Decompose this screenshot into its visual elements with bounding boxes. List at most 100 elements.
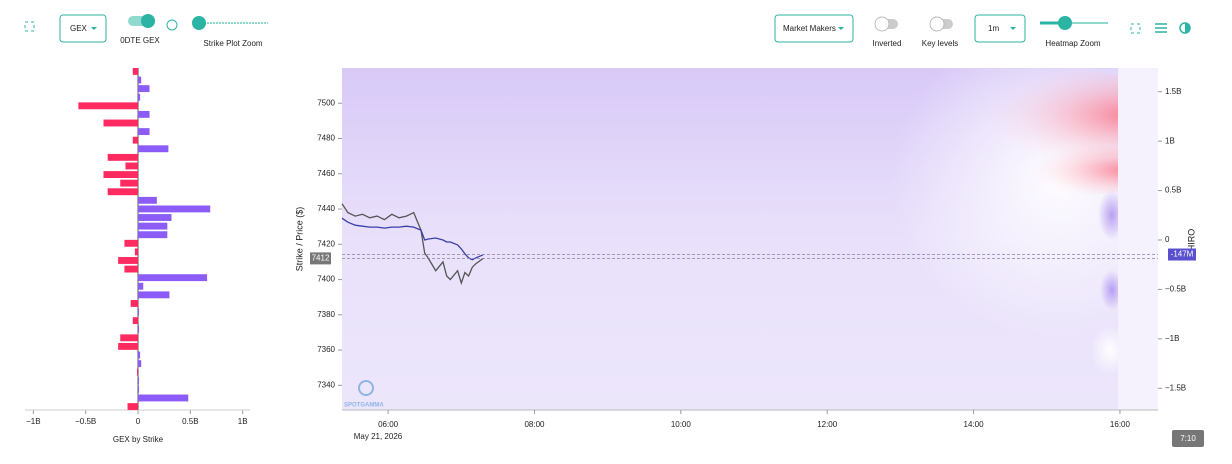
logo-icon [358, 380, 374, 396]
toggle-knob [141, 14, 155, 28]
hiro-label: -147M [1171, 250, 1194, 259]
y2-tick-label: −1.5B [1165, 383, 1186, 392]
toolbar: GEX 0DTE GEX Strike Plot Zoom Market Mak… [24, 14, 1191, 48]
y2-tick-label: 1.5B [1165, 87, 1181, 96]
interval-select-text: 1m [988, 24, 999, 33]
bar [127, 403, 139, 410]
bar [138, 351, 141, 359]
hiro-box [1168, 248, 1196, 261]
bar [132, 136, 139, 144]
gex-select[interactable] [59, 14, 107, 43]
bar [103, 119, 139, 127]
bar [138, 93, 141, 101]
y-tick-label: 7420 [317, 239, 335, 248]
gex-select-text: GEX [70, 24, 88, 33]
x-tick-label: 1B [238, 417, 248, 426]
y-tick-label: 7460 [317, 169, 335, 178]
bar [132, 68, 139, 75]
x-tick-label: −1B [26, 417, 40, 426]
y-tick-label: 7400 [317, 275, 335, 284]
y2-axis-title: HIRO [1186, 229, 1196, 252]
clock: 7:10 [1180, 434, 1196, 443]
heatmap-panel: Strike / Price ($) HIRO May 21, 2026 SPO… [294, 87, 1196, 441]
clock-box [1172, 430, 1204, 447]
y-tick-label: 7380 [317, 310, 335, 319]
bar [138, 222, 168, 230]
bar [138, 196, 157, 204]
bar [118, 257, 139, 264]
slider-knob[interactable] [192, 16, 206, 30]
bar [138, 360, 142, 368]
x-tick-label: 0 [136, 417, 141, 426]
toggle-knob [929, 16, 945, 32]
bar [138, 76, 142, 84]
bar [120, 334, 139, 342]
mm-select[interactable] [774, 14, 854, 43]
x-tick-label: 08:00 [524, 420, 545, 429]
bar [124, 239, 139, 247]
toggle-knob [874, 16, 890, 32]
bar [78, 102, 139, 110]
x-tick-label: −0.5B [75, 417, 96, 426]
bar [138, 291, 170, 299]
toggle-label: Inverted [873, 39, 902, 48]
y2-tick-label: −1B [1165, 334, 1179, 343]
bar [103, 171, 139, 178]
y2-tick-label: 0 [1165, 235, 1170, 244]
bar [138, 394, 189, 402]
x-tick-label: 14:00 [964, 420, 985, 429]
x-tick-label: 12:00 [817, 420, 838, 429]
bar [138, 385, 140, 393]
x-axis-title: GEX by Strike [113, 435, 164, 444]
bar [138, 205, 211, 213]
bar [138, 85, 150, 93]
y2-tick-label: 1B [1165, 136, 1175, 145]
bar [138, 145, 169, 153]
heatmap-future [1118, 68, 1158, 410]
bar [120, 179, 139, 187]
logo: SPOTGAMMA [344, 403, 384, 409]
heatmap-zone [940, 70, 1158, 160]
bar [138, 274, 208, 282]
dropdown-arrow [838, 27, 844, 30]
dropdown-arrow [91, 27, 97, 30]
expand-icon[interactable] [24, 21, 35, 32]
bar [130, 300, 139, 307]
expand-icon[interactable] [1130, 23, 1141, 34]
x-tick-label: 0.5B [182, 417, 198, 426]
bar [138, 231, 168, 239]
bar [132, 317, 139, 325]
slider-label: Heatmap Zoom [1045, 39, 1100, 48]
y-tick-label: 7360 [317, 345, 335, 354]
bar [138, 282, 144, 290]
y2-tick-label: −0.5B [1165, 285, 1186, 294]
info-icon[interactable] [166, 19, 178, 31]
bar [125, 162, 139, 170]
price-label: 7412 [312, 254, 330, 263]
y-tick-label: 7340 [317, 380, 335, 389]
price-box [310, 252, 331, 265]
bar [134, 248, 139, 256]
bar [138, 325, 140, 333]
interval-select[interactable] [974, 14, 1026, 43]
series-line [341, 217, 484, 261]
y-tick-label: 7480 [317, 134, 335, 143]
bar [124, 265, 139, 273]
theme-icon-half [1185, 23, 1190, 33]
toggle-label: Key levels [922, 39, 958, 48]
bar [138, 214, 172, 221]
slider-knob[interactable] [1058, 16, 1072, 30]
y-tick-label: 7440 [317, 204, 335, 213]
series-line [341, 203, 484, 286]
toggle-label: 0DTE GEX [120, 36, 160, 45]
settings-icon[interactable] [1155, 23, 1167, 33]
date-label: May 21, 2026 [354, 432, 403, 441]
y-axis-title: Strike / Price ($) [294, 207, 304, 272]
bar [138, 110, 150, 118]
y2-tick-label: 0.5B [1165, 186, 1181, 195]
bar [138, 308, 140, 316]
slider-label: Strike Plot Zoom [203, 39, 262, 48]
x-tick-label: 16:00 [1110, 420, 1131, 429]
gex-panel: GEX by Strike −1B −0.5B 0 0.5B 1B [25, 68, 250, 444]
